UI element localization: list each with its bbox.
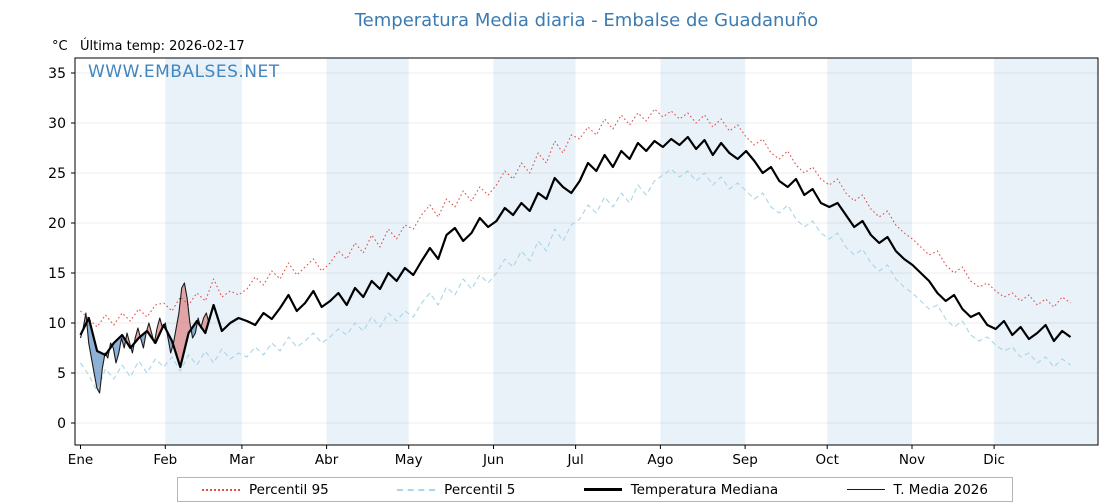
svg-text:Abr: Abr (315, 452, 339, 468)
svg-text:30: 30 (48, 116, 66, 132)
svg-text:Nov: Nov (899, 452, 925, 468)
legend-label: Temperatura Mediana (630, 481, 779, 498)
chart-canvas: Ene Feb Mar Abr May Jun Jul Ago Sep Oct Nov Dic 0 5 10… (48, 57, 1099, 468)
svg-text:Oct: Oct (816, 452, 839, 468)
temperatura-mediana-line-icon (583, 488, 622, 491)
svg-text:0: 0 (57, 416, 66, 432)
legend-item-percentil-95: Percentil 95 (202, 482, 329, 498)
chart-title: Temperatura Media diaria - Embalse de Gu… (354, 10, 819, 31)
y-axis-unit-label: °C (52, 39, 68, 54)
svg-text:20: 20 (48, 216, 66, 232)
legend: Percentil 95 Percentil 5 Temperatura Med… (177, 477, 1013, 502)
svg-text:Sep: Sep (732, 452, 757, 468)
legend-item-percentil-5: Percentil 5 (397, 482, 515, 498)
t-media-2026-line-icon (846, 489, 885, 490)
svg-text:Jun: Jun (482, 452, 504, 468)
svg-text:May: May (395, 452, 423, 468)
svg-text:10: 10 (48, 316, 66, 332)
svg-text:Feb: Feb (153, 452, 177, 468)
svg-text:15: 15 (48, 266, 66, 282)
svg-text:Ene: Ene (68, 452, 93, 468)
percentil-5-line-icon (397, 488, 436, 491)
legend-item-temperatura-mediana: Temperatura Mediana (583, 481, 779, 498)
legend-label: Percentil 95 (249, 481, 329, 498)
svg-text:Mar: Mar (229, 452, 255, 468)
legend-item-t-media-2026: T. Media 2026 (846, 481, 988, 498)
svg-text:35: 35 (48, 66, 66, 82)
last-temp-annotation: Última temp: 2026-02-17 (80, 39, 245, 54)
percentil-95-line-icon (202, 488, 240, 491)
svg-text:Ago: Ago (647, 452, 673, 468)
svg-text:25: 25 (48, 166, 66, 182)
svg-text:Dic: Dic (983, 452, 1005, 468)
svg-text:5: 5 (57, 366, 66, 382)
legend-label: Percentil 5 (444, 481, 516, 498)
svg-text:Jul: Jul (566, 452, 583, 468)
legend-label: T. Media 2026 (893, 481, 988, 498)
